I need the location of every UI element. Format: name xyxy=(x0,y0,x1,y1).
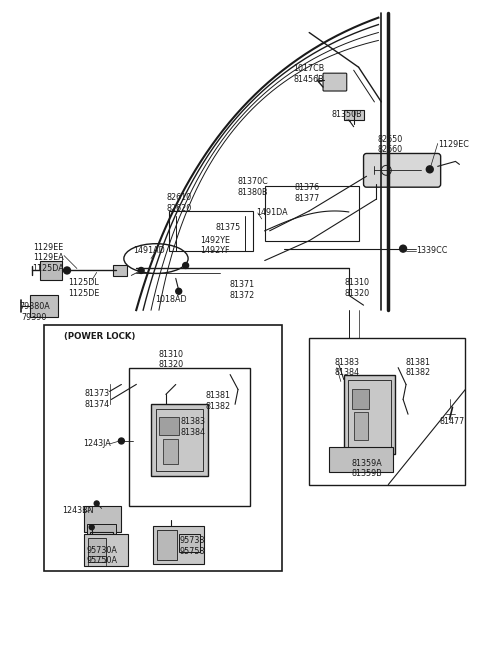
Circle shape xyxy=(183,262,189,268)
Text: 81310
81320: 81310 81320 xyxy=(158,350,183,369)
Circle shape xyxy=(94,501,99,506)
Circle shape xyxy=(426,166,433,173)
Bar xyxy=(169,211,253,251)
Text: 81477: 81477 xyxy=(440,417,465,426)
Bar xyxy=(329,447,393,472)
Text: 81383
81384: 81383 81384 xyxy=(334,358,359,377)
Circle shape xyxy=(63,267,71,274)
Bar xyxy=(354,412,368,440)
Circle shape xyxy=(119,438,124,444)
Text: 1129EC: 1129EC xyxy=(438,139,468,148)
Bar xyxy=(88,538,106,562)
Bar xyxy=(44,325,281,571)
Bar xyxy=(157,530,177,560)
Circle shape xyxy=(138,268,144,273)
Text: 95730A
95750A: 95730A 95750A xyxy=(86,546,117,566)
Text: 1018AD: 1018AD xyxy=(155,295,187,305)
Text: 81310
81320: 81310 81320 xyxy=(344,279,369,298)
Bar xyxy=(264,186,359,240)
FancyBboxPatch shape xyxy=(363,154,441,187)
Text: 81383
81384: 81383 81384 xyxy=(180,417,205,437)
Text: 1125DL
1125DE: 1125DL 1125DE xyxy=(68,279,99,298)
Circle shape xyxy=(400,245,407,252)
Circle shape xyxy=(176,288,182,294)
Text: 81371
81372: 81371 81372 xyxy=(229,281,254,300)
Bar xyxy=(309,338,466,485)
Text: 1492YE
1492YF: 1492YE 1492YF xyxy=(200,236,230,255)
Text: 81381
81382: 81381 81382 xyxy=(405,358,431,377)
Text: 81370C
81380B: 81370C 81380B xyxy=(238,178,268,197)
Text: 81350B: 81350B xyxy=(331,110,362,119)
Text: 1243BN: 1243BN xyxy=(62,507,94,515)
Bar xyxy=(84,534,128,566)
FancyBboxPatch shape xyxy=(323,73,347,91)
Bar xyxy=(344,375,395,454)
Text: 1129EE
1129EA
1125DA: 1129EE 1129EA 1125DA xyxy=(32,243,64,273)
Bar xyxy=(40,260,62,281)
Bar xyxy=(87,524,117,536)
Text: 81373
81374: 81373 81374 xyxy=(84,389,109,409)
Bar xyxy=(179,534,201,552)
Text: 1491AD: 1491AD xyxy=(133,246,165,255)
Bar xyxy=(84,507,121,532)
Text: 82650
82660: 82650 82660 xyxy=(378,135,403,154)
Bar xyxy=(113,264,127,277)
Bar xyxy=(156,410,204,470)
Bar xyxy=(90,532,113,550)
Bar xyxy=(153,526,204,564)
Bar xyxy=(344,110,363,120)
Text: 1243JA: 1243JA xyxy=(83,439,110,448)
Text: 81375: 81375 xyxy=(216,223,241,232)
Text: 1017CB
81456B: 1017CB 81456B xyxy=(294,64,325,84)
Bar xyxy=(348,380,391,449)
Text: 1491DA: 1491DA xyxy=(256,208,288,217)
Text: 81376
81377: 81376 81377 xyxy=(295,183,320,203)
Text: 1339CC: 1339CC xyxy=(416,246,447,255)
Bar xyxy=(352,389,370,410)
Text: 95738
95758: 95738 95758 xyxy=(180,536,205,555)
Circle shape xyxy=(89,525,94,529)
Bar xyxy=(151,404,208,476)
Bar xyxy=(30,295,58,317)
Bar xyxy=(88,556,106,566)
Text: 82610
82620: 82610 82620 xyxy=(166,193,192,213)
Bar xyxy=(159,417,179,435)
Text: (POWER LOCK): (POWER LOCK) xyxy=(64,332,135,341)
Text: 81359A
81359B: 81359A 81359B xyxy=(351,459,382,478)
Text: 79380A
79390: 79380A 79390 xyxy=(19,302,50,321)
Bar xyxy=(129,367,250,507)
Text: 81381
81382: 81381 81382 xyxy=(206,391,231,411)
Bar xyxy=(163,439,178,464)
